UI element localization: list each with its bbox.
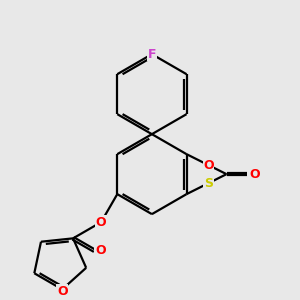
- Text: O: O: [249, 168, 260, 181]
- Text: S: S: [204, 177, 213, 190]
- Text: O: O: [203, 159, 214, 172]
- Text: O: O: [57, 285, 68, 298]
- Text: O: O: [95, 244, 106, 257]
- Text: F: F: [148, 48, 156, 61]
- Text: O: O: [96, 216, 106, 229]
